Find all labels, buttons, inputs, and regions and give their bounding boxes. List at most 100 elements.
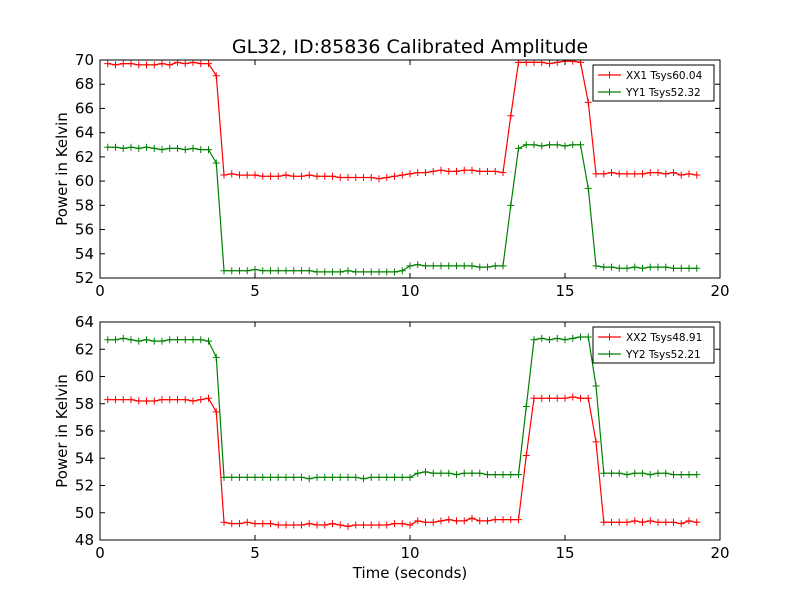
data-point-marker: [553, 394, 561, 402]
data-point-marker: [460, 517, 468, 525]
legend: XX2 Tsys48.91 YY2 Tsys52.21: [592, 326, 715, 364]
data-point-marker: [158, 337, 166, 345]
legend-label: XX2 Tsys48.91: [626, 332, 702, 344]
data-point-marker: [290, 267, 298, 275]
data-point-marker: [228, 520, 236, 528]
data-point-marker: [453, 517, 460, 525]
data-point-marker: [360, 173, 367, 181]
data-point-marker: [398, 267, 406, 275]
data-point-marker: [615, 170, 623, 178]
data-point-marker: [654, 263, 662, 271]
legend-swatch-marker: [606, 88, 613, 96]
data-point-marker: [112, 336, 119, 344]
data-point-marker: [236, 171, 243, 179]
data-point-marker: [414, 469, 422, 477]
data-point-marker: [639, 518, 646, 526]
data-point-marker: [398, 171, 406, 179]
data-point-marker: [243, 171, 251, 179]
data-point-marker: [127, 336, 135, 344]
data-point-marker: [422, 169, 429, 177]
data-point-marker: [205, 146, 212, 154]
data-point-marker: [344, 173, 352, 181]
data-point-marker: [499, 471, 507, 479]
y-tick-label: 62: [75, 148, 94, 166]
data-point-marker: [329, 268, 336, 276]
data-point-marker: [119, 396, 127, 404]
data-point-marker: [274, 267, 282, 275]
data-point-marker: [112, 143, 119, 151]
data-point-marker: [546, 141, 553, 149]
y-tick-label: 66: [75, 99, 94, 117]
y-tick-label: 50: [75, 504, 94, 522]
data-point-marker: [267, 267, 274, 275]
data-point-marker: [422, 468, 429, 476]
legend-swatch-marker: [606, 333, 613, 341]
data-point-marker: [290, 473, 298, 481]
data-point-marker: [522, 402, 530, 410]
data-point-marker: [391, 520, 398, 528]
data-point-marker: [181, 336, 189, 344]
data-point-marker: [104, 396, 112, 404]
data-point-marker: [429, 262, 437, 270]
data-point-marker: [662, 263, 670, 271]
data-point-marker: [476, 517, 484, 525]
data-point-marker: [584, 184, 592, 192]
y-tick-label: 68: [75, 75, 94, 93]
data-point-marker: [445, 167, 453, 175]
data-point-marker: [220, 171, 228, 179]
data-point-marker: [305, 171, 313, 179]
data-point-marker: [569, 334, 577, 342]
data-point-marker: [305, 475, 313, 483]
data-point-marker: [476, 263, 484, 271]
top-panel: 0 5 10 15 20 52 54 56 58 60 62 64 66 68 70 Power in Kel…: [53, 51, 730, 300]
data-point-marker: [344, 473, 352, 481]
data-point-marker: [127, 143, 135, 151]
data-point-marker: [468, 469, 476, 477]
data-point-marker: [476, 469, 484, 477]
data-point-marker: [212, 408, 220, 416]
y-tick-label: 54: [75, 449, 94, 467]
data-point-marker: [383, 473, 391, 481]
data-point-marker: [290, 521, 298, 529]
data-point-marker: [445, 262, 453, 270]
data-point-marker: [150, 61, 158, 69]
data-point-marker: [600, 518, 608, 526]
data-point-marker: [693, 171, 701, 179]
data-point-marker: [329, 520, 336, 528]
y-tick-label: 52: [75, 477, 94, 495]
data-point-marker: [383, 268, 391, 276]
data-point-marker: [569, 60, 577, 65]
data-point-marker: [243, 473, 251, 481]
x-tick-label: 0: [95, 544, 105, 562]
data-point-marker: [282, 171, 290, 179]
data-point-marker: [391, 172, 398, 180]
data-point-marker: [220, 518, 228, 526]
data-point-marker: [313, 473, 321, 481]
data-point-marker: [546, 394, 553, 402]
data-point-marker: [391, 268, 398, 276]
data-point-marker: [243, 518, 251, 526]
data-point-marker: [212, 72, 220, 80]
data-point-marker: [150, 337, 158, 345]
data-point-marker: [305, 520, 313, 528]
data-point-marker: [507, 201, 515, 209]
x-tick-label: 20: [710, 544, 729, 562]
data-point-marker: [251, 171, 259, 179]
data-point-marker: [662, 469, 670, 477]
data-point-marker: [127, 396, 135, 404]
data-point-marker: [119, 144, 127, 152]
data-point-marker: [437, 469, 445, 477]
x-tick-label: 20: [710, 282, 729, 300]
data-point-marker: [189, 336, 197, 344]
data-point-marker: [197, 396, 205, 404]
data-point-marker: [406, 262, 414, 270]
data-point-marker: [321, 268, 329, 276]
data-point-marker: [282, 473, 290, 481]
data-point-marker: [685, 264, 693, 272]
data-point-marker: [491, 516, 499, 524]
data-point-marker: [623, 471, 631, 479]
data-point-marker: [135, 144, 143, 152]
data-point-marker: [197, 146, 205, 154]
data-point-marker: [453, 471, 460, 479]
